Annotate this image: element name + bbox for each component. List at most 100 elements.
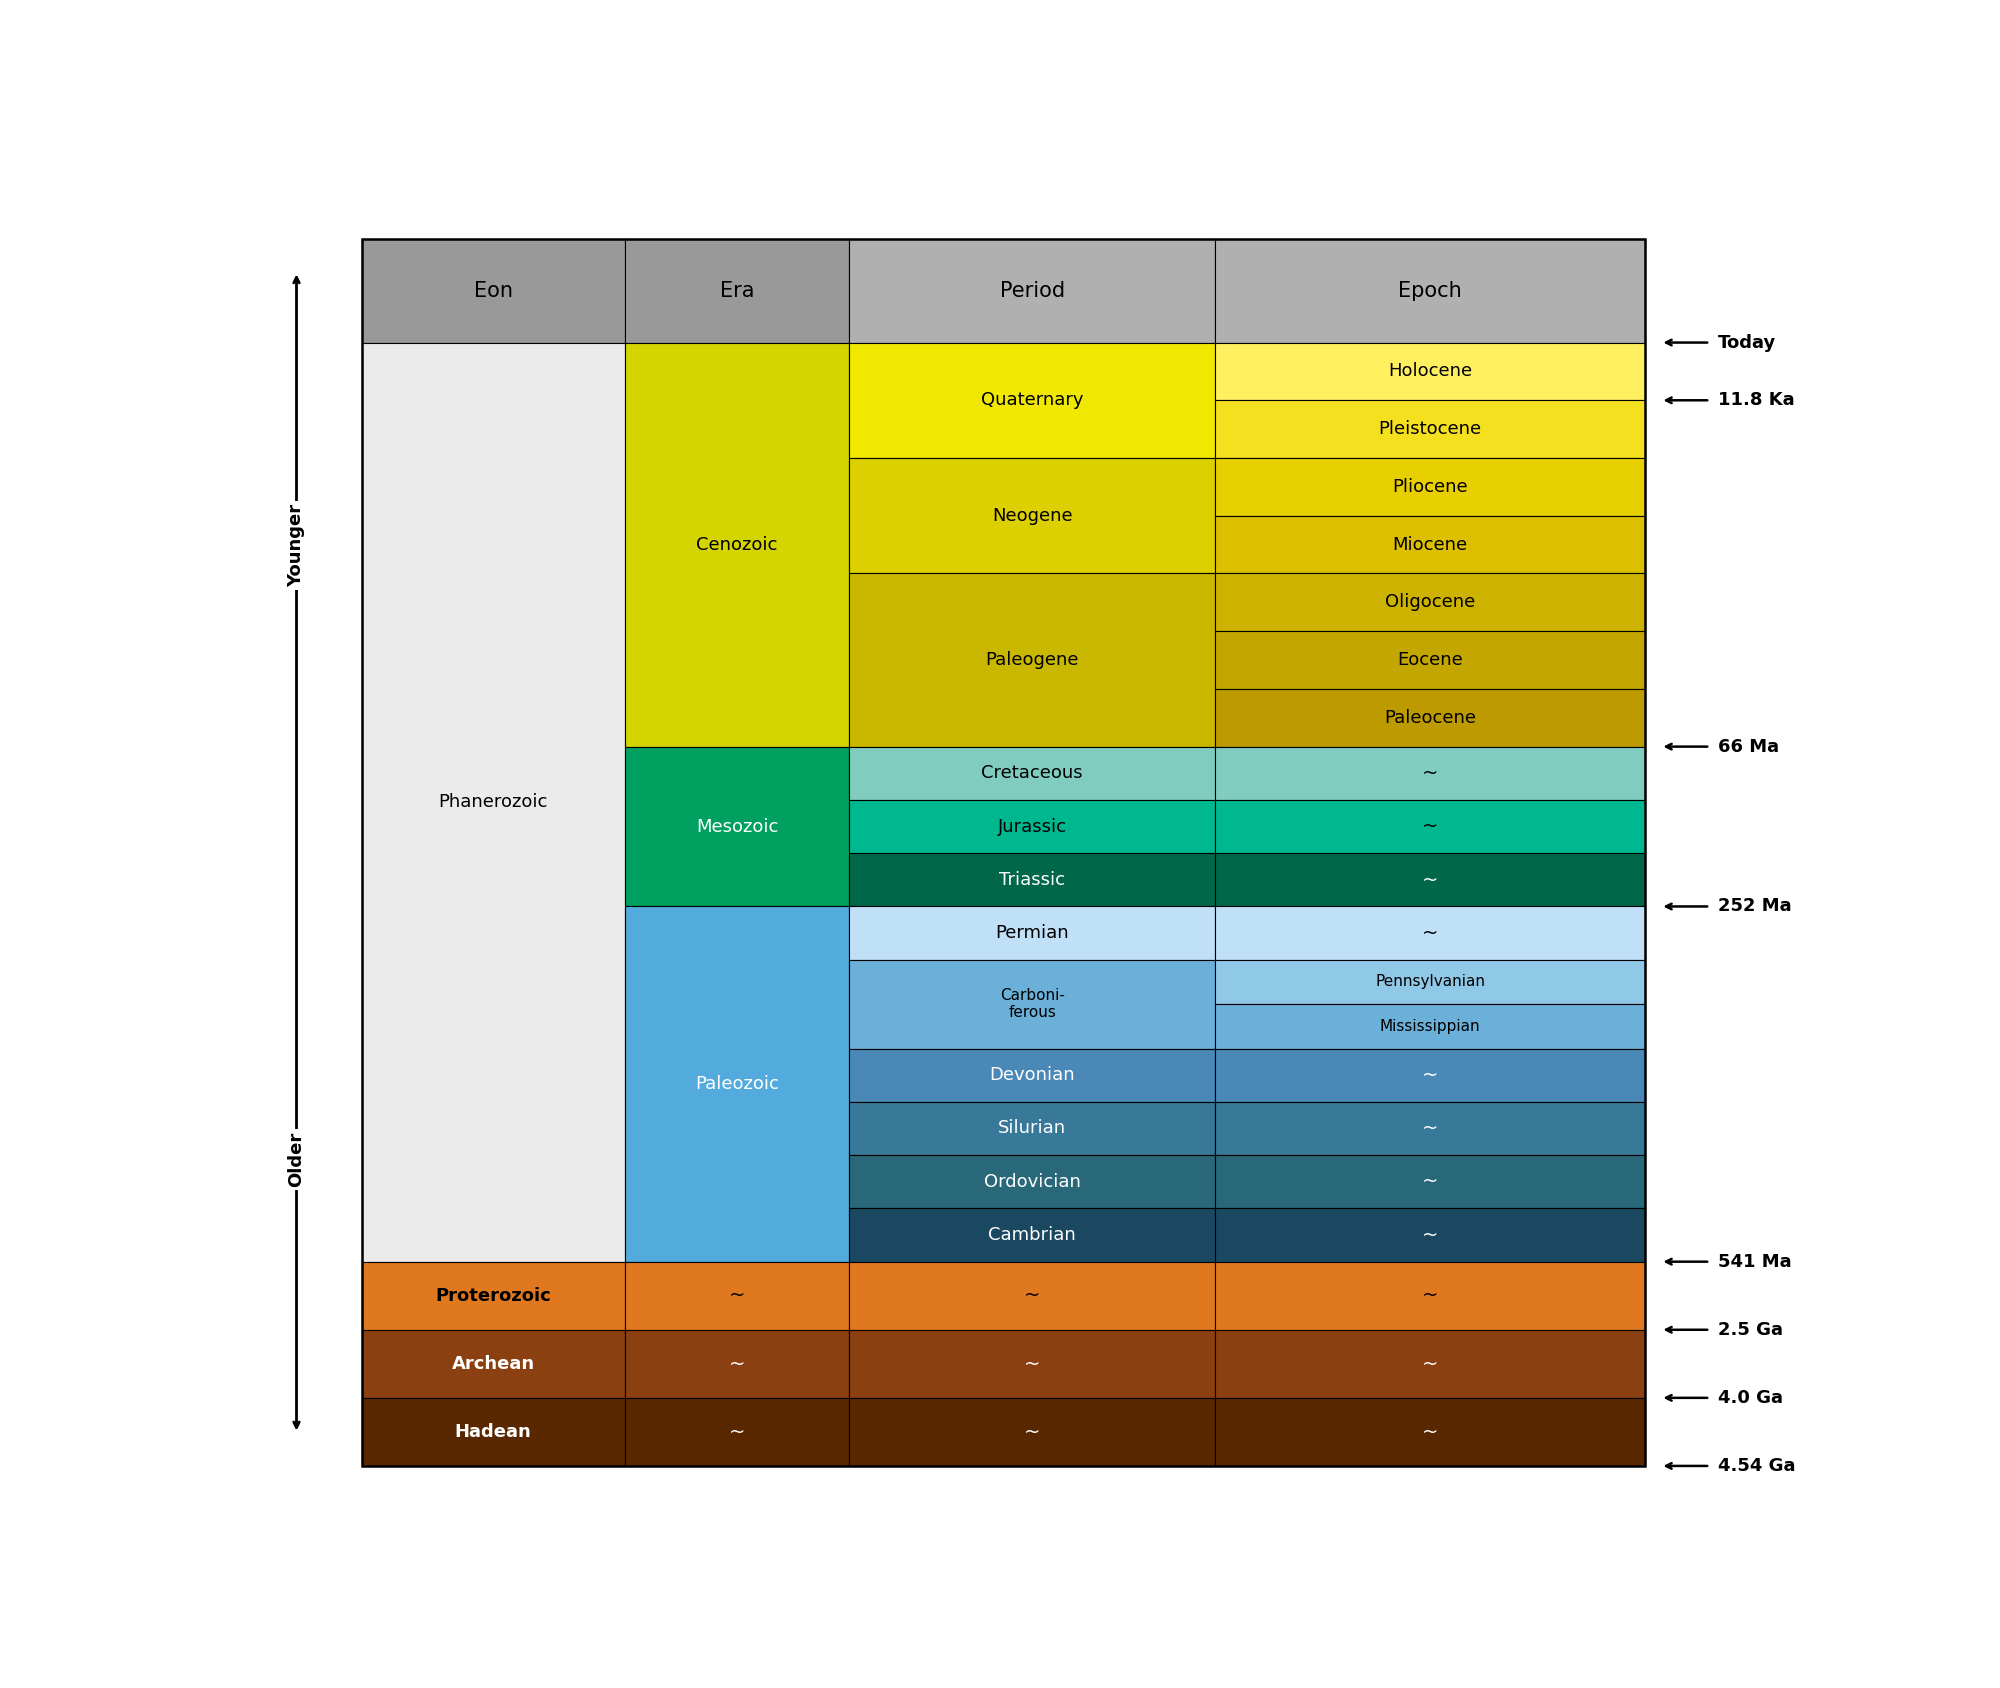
Bar: [1216, 960, 1644, 1004]
Text: ~: ~: [1422, 763, 1438, 783]
Text: ~: ~: [1422, 1065, 1438, 1085]
Text: Cambrian: Cambrian: [988, 1225, 1076, 1244]
Bar: [850, 240, 1216, 343]
Bar: [1216, 1209, 1644, 1261]
Text: 2.5 Ga: 2.5 Ga: [1718, 1320, 1782, 1339]
Bar: [362, 1261, 624, 1330]
Bar: [1216, 400, 1644, 457]
Bar: [362, 240, 1644, 1465]
Text: Epoch: Epoch: [1398, 280, 1462, 300]
Bar: [1216, 746, 1644, 800]
Bar: [624, 1398, 850, 1465]
Bar: [362, 1398, 624, 1465]
Text: Miocene: Miocene: [1392, 535, 1468, 554]
Text: Period: Period: [1000, 280, 1064, 300]
Text: ~: ~: [728, 1423, 746, 1442]
Bar: [362, 343, 624, 1261]
Bar: [362, 1330, 624, 1398]
Bar: [1216, 1004, 1644, 1048]
Bar: [850, 1261, 1216, 1330]
Text: Proterozoic: Proterozoic: [436, 1286, 552, 1305]
Text: 11.8 Ka: 11.8 Ka: [1718, 392, 1794, 408]
Text: ~: ~: [1422, 1171, 1438, 1192]
Text: ~: ~: [1422, 1286, 1438, 1305]
Text: Mississippian: Mississippian: [1380, 1020, 1480, 1033]
Text: ~: ~: [1422, 1423, 1438, 1442]
Bar: [1216, 631, 1644, 689]
Bar: [1216, 457, 1644, 517]
Text: Today: Today: [1718, 334, 1776, 351]
Bar: [850, 574, 1216, 746]
Text: ~: ~: [1422, 923, 1438, 942]
Text: Pliocene: Pliocene: [1392, 478, 1468, 496]
Bar: [1216, 1398, 1644, 1465]
Bar: [1216, 1102, 1644, 1155]
Bar: [1216, 240, 1644, 343]
Text: ~: ~: [1422, 817, 1438, 836]
Text: 4.54 Ga: 4.54 Ga: [1718, 1457, 1796, 1475]
Text: Neogene: Neogene: [992, 506, 1072, 525]
Bar: [624, 343, 850, 746]
Text: Phanerozoic: Phanerozoic: [438, 793, 548, 812]
Text: Quaternary: Quaternary: [980, 392, 1084, 408]
Bar: [850, 1155, 1216, 1209]
Text: ~: ~: [1422, 871, 1438, 890]
Text: Eocene: Eocene: [1398, 652, 1462, 668]
Bar: [850, 960, 1216, 1048]
Bar: [850, 457, 1216, 574]
Bar: [1216, 906, 1644, 960]
Text: 252 Ma: 252 Ma: [1718, 898, 1792, 915]
Text: Cretaceous: Cretaceous: [982, 765, 1082, 782]
Text: Archean: Archean: [452, 1355, 534, 1372]
Text: Era: Era: [720, 280, 754, 300]
Bar: [624, 240, 850, 343]
Text: Triassic: Triassic: [1000, 871, 1066, 890]
Text: Cenozoic: Cenozoic: [696, 535, 778, 554]
Text: ~: ~: [1024, 1286, 1040, 1305]
Bar: [624, 746, 850, 906]
Text: ~: ~: [1422, 1354, 1438, 1374]
Text: Permian: Permian: [996, 923, 1068, 942]
Text: ~: ~: [728, 1354, 746, 1374]
Text: Eon: Eon: [474, 280, 512, 300]
Text: ~: ~: [1422, 1119, 1438, 1138]
Text: Ordovician: Ordovician: [984, 1173, 1080, 1190]
Bar: [850, 906, 1216, 960]
Text: ~: ~: [1024, 1354, 1040, 1374]
Text: 4.0 Ga: 4.0 Ga: [1718, 1389, 1782, 1406]
Text: Jurassic: Jurassic: [998, 817, 1066, 836]
Bar: [362, 240, 624, 343]
Bar: [850, 852, 1216, 906]
Bar: [1216, 343, 1644, 400]
Bar: [1216, 1048, 1644, 1102]
Bar: [850, 1398, 1216, 1465]
Bar: [850, 1330, 1216, 1398]
Text: ~: ~: [1024, 1423, 1040, 1442]
Text: Oligocene: Oligocene: [1384, 592, 1476, 611]
Bar: [1216, 1330, 1644, 1398]
Text: Pleistocene: Pleistocene: [1378, 420, 1482, 439]
Text: Hadean: Hadean: [454, 1423, 532, 1442]
Text: Silurian: Silurian: [998, 1119, 1066, 1138]
Text: Mesozoic: Mesozoic: [696, 817, 778, 836]
Text: Paleogene: Paleogene: [986, 652, 1078, 668]
Bar: [1216, 800, 1644, 852]
Bar: [850, 1048, 1216, 1102]
Text: Carboni-
ferous: Carboni- ferous: [1000, 987, 1064, 1020]
Text: Paleozoic: Paleozoic: [696, 1075, 778, 1094]
Bar: [1216, 1261, 1644, 1330]
Bar: [1216, 574, 1644, 631]
Bar: [850, 800, 1216, 852]
Bar: [1216, 517, 1644, 574]
Text: Holocene: Holocene: [1388, 363, 1472, 380]
Bar: [1216, 852, 1644, 906]
Bar: [624, 1330, 850, 1398]
Bar: [624, 1261, 850, 1330]
Bar: [850, 746, 1216, 800]
Text: Pennsylvanian: Pennsylvanian: [1376, 974, 1486, 989]
Text: 541 Ma: 541 Ma: [1718, 1252, 1792, 1271]
Bar: [1216, 1155, 1644, 1209]
Text: ~: ~: [1422, 1225, 1438, 1244]
Bar: [1216, 689, 1644, 746]
Bar: [850, 1209, 1216, 1261]
